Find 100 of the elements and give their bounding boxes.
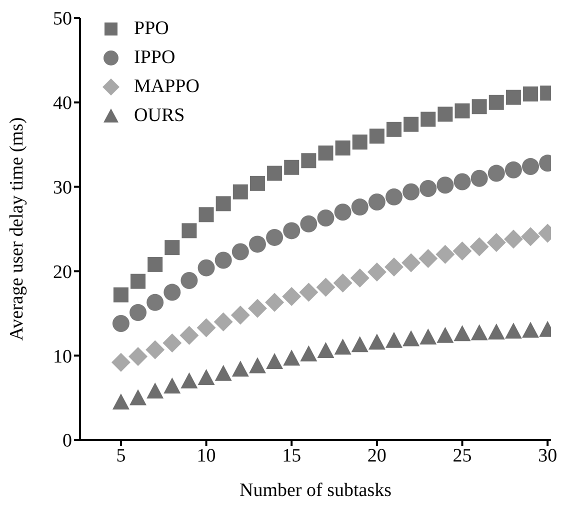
point xyxy=(300,345,318,362)
point xyxy=(488,164,505,182)
point xyxy=(386,122,402,137)
point xyxy=(418,249,438,268)
y-axis-title: Average user delay time (ms) xyxy=(6,117,28,341)
point xyxy=(112,315,130,332)
point xyxy=(301,153,316,168)
point xyxy=(232,243,249,260)
point xyxy=(470,170,488,187)
point xyxy=(128,346,148,366)
point xyxy=(164,284,181,301)
point xyxy=(334,338,352,355)
point xyxy=(248,236,266,253)
point xyxy=(486,233,506,252)
point xyxy=(472,99,487,114)
x-tick-label: 30 xyxy=(538,445,558,466)
point xyxy=(368,334,386,350)
point xyxy=(232,360,249,377)
point xyxy=(248,298,267,318)
point xyxy=(130,389,147,406)
point xyxy=(180,326,199,345)
point xyxy=(452,241,472,260)
point xyxy=(146,294,164,311)
point xyxy=(488,94,504,110)
x-tick-label: 15 xyxy=(282,445,302,466)
x-tick-label: 10 xyxy=(196,445,216,466)
point xyxy=(300,215,318,232)
legend-label: PPO xyxy=(134,18,169,40)
point xyxy=(367,262,386,282)
point xyxy=(146,382,164,399)
x-axis-title: Number of subtasks xyxy=(240,480,392,501)
point xyxy=(436,244,455,264)
y-tick-label: 40 xyxy=(53,93,72,114)
point xyxy=(111,352,130,372)
point xyxy=(214,312,233,332)
x-tick-label: 5 xyxy=(116,445,126,466)
point xyxy=(266,228,284,246)
point xyxy=(436,176,454,194)
point xyxy=(504,322,522,339)
point xyxy=(470,324,488,340)
point xyxy=(335,140,350,156)
point xyxy=(488,323,505,340)
point xyxy=(214,252,232,269)
x-tick-label: 25 xyxy=(452,445,472,466)
point xyxy=(454,325,471,342)
y-tick-label: 20 xyxy=(53,262,72,283)
point xyxy=(316,278,336,297)
point xyxy=(506,90,521,105)
point xyxy=(522,322,540,338)
point xyxy=(250,176,265,191)
point xyxy=(284,160,300,175)
point xyxy=(162,333,182,352)
point xyxy=(420,112,436,127)
point xyxy=(504,161,522,178)
point xyxy=(334,204,352,221)
point xyxy=(317,342,334,358)
point xyxy=(318,146,334,161)
point xyxy=(146,340,165,360)
point xyxy=(386,332,402,348)
point xyxy=(130,274,146,289)
point xyxy=(164,377,181,394)
point xyxy=(384,257,404,276)
point xyxy=(198,207,214,222)
legend-label: IPPO xyxy=(134,46,176,68)
point xyxy=(454,103,470,118)
point xyxy=(299,282,318,302)
point xyxy=(351,198,368,216)
point xyxy=(180,372,198,388)
point xyxy=(438,106,453,122)
point xyxy=(198,259,215,276)
point xyxy=(522,158,540,176)
point xyxy=(266,353,284,370)
point xyxy=(230,306,250,325)
point xyxy=(130,304,147,322)
point xyxy=(196,318,216,338)
point xyxy=(436,326,454,343)
point xyxy=(182,223,197,238)
point xyxy=(402,330,420,346)
point xyxy=(267,166,282,181)
point xyxy=(248,357,266,374)
point xyxy=(420,328,437,345)
point xyxy=(317,210,334,227)
y-tick-label: 30 xyxy=(53,178,72,199)
point xyxy=(404,116,419,132)
point xyxy=(283,350,300,366)
point xyxy=(180,272,198,289)
point xyxy=(368,193,386,210)
point xyxy=(333,274,352,293)
point xyxy=(402,253,421,272)
point xyxy=(369,128,384,144)
point xyxy=(386,188,402,206)
point xyxy=(216,196,231,212)
y-tick-label: 10 xyxy=(53,346,72,368)
point xyxy=(283,222,300,240)
legend-label: MAPPO xyxy=(134,76,200,98)
point xyxy=(523,86,538,102)
point xyxy=(232,184,248,200)
point xyxy=(521,227,540,246)
legend-label: OURS xyxy=(134,104,185,126)
point xyxy=(402,183,420,200)
